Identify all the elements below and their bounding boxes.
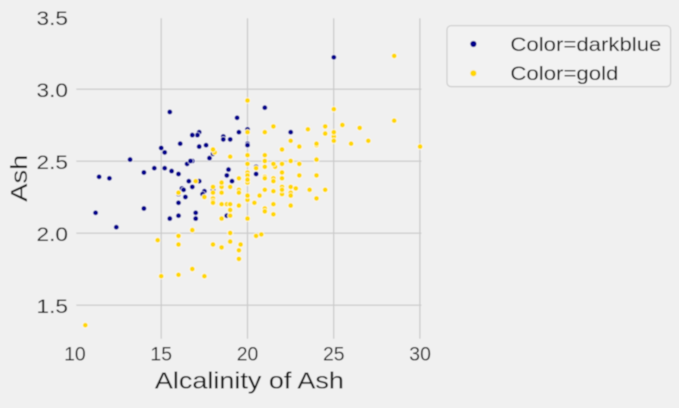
svg-text:10: 10: [64, 344, 86, 366]
svg-text:2.0: 2.0: [37, 224, 69, 246]
svg-text:20: 20: [237, 344, 259, 366]
svg-text:15: 15: [150, 344, 172, 366]
svg-text:Alcalinity of Ash: Alcalinity of Ash: [155, 368, 344, 394]
svg-text:Color=darkblue: Color=darkblue: [510, 34, 661, 56]
svg-text:Ash: Ash: [6, 155, 32, 202]
svg-text:2.5: 2.5: [37, 152, 69, 174]
svg-text:30: 30: [409, 344, 431, 366]
svg-text:3.0: 3.0: [37, 80, 69, 102]
svg-text:1.5: 1.5: [37, 296, 69, 318]
svg-text:Color=gold: Color=gold: [510, 63, 618, 85]
svg-text:25: 25: [323, 344, 345, 366]
svg-text:3.5: 3.5: [37, 8, 69, 30]
